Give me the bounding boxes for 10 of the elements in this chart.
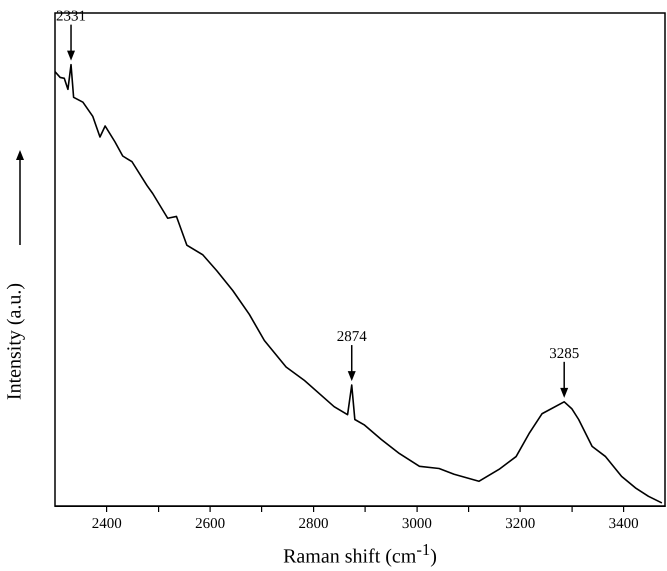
x-tick-label: 3200 <box>505 516 536 532</box>
y-axis-title: Intensity (a.u.) <box>4 282 26 402</box>
x-axis-title: Raman shift (cm$^{-1}$) <box>282 540 438 569</box>
x-tick-label: 3400 <box>608 516 639 532</box>
x-tick-label: 2600 <box>195 516 226 532</box>
annotation: 3285 <box>549 346 580 362</box>
x-tick-label: 3000 <box>402 516 432 532</box>
x-tick-label: 2800 <box>298 516 328 532</box>
x-tick-label: 2400 <box>92 516 122 532</box>
annotation: 2874 <box>336 329 368 346</box>
